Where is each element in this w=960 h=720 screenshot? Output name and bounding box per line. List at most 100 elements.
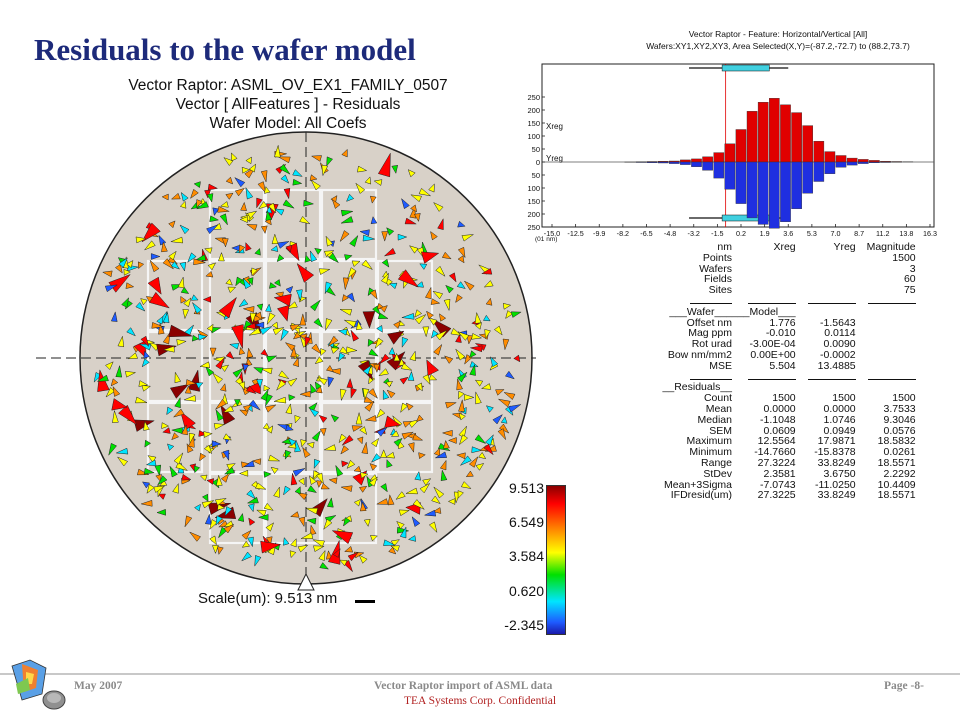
residual-vector: [316, 480, 323, 489]
stats-value: 18.5571: [877, 489, 916, 502]
residual-vector: [232, 367, 244, 378]
residual-vector: [384, 451, 395, 459]
residual-vector: [379, 353, 390, 365]
residual-vector: [456, 371, 468, 383]
residual-vector: [315, 384, 323, 394]
stats-value: -14.7660: [754, 446, 796, 459]
residual-vector: [277, 241, 290, 249]
residual-vector: [325, 318, 333, 332]
x-tick-label: 8.7: [854, 229, 864, 238]
residual-vector: [276, 379, 287, 391]
residual-vector: [362, 364, 372, 376]
y-tick-label: 250: [527, 223, 540, 232]
residual-vector: [199, 361, 211, 368]
residual-vector: [231, 324, 244, 350]
residual-vector: [223, 157, 234, 167]
residual-vector: [375, 408, 386, 419]
residual-vector: [309, 250, 318, 263]
exposure-field: [376, 259, 434, 332]
residual-vector: [242, 277, 252, 290]
residual-vector: [285, 403, 292, 415]
histogram-title: Vector Raptor - Feature: Horizontal/Vert…: [689, 29, 868, 39]
residual-vector: [326, 156, 334, 167]
xreg-bar: [835, 155, 847, 163]
histogram-bars: [624, 98, 914, 229]
residual-vector: [380, 449, 387, 458]
residual-vector: [484, 434, 494, 446]
stats-label: Rot urad: [691, 338, 732, 351]
residual-vector: [510, 311, 522, 318]
stats-value: 10.4409: [877, 478, 916, 491]
residual-vector: [239, 216, 248, 223]
residual-vector: [235, 276, 243, 287]
residual-vector: [202, 296, 211, 303]
residual-vector: [459, 455, 472, 467]
residual-vector: [410, 204, 418, 213]
residual-vector: [302, 446, 311, 458]
stats-label: Range: [701, 456, 732, 469]
residual-vector: [252, 367, 264, 374]
residual-vector: [249, 312, 257, 325]
residual-vector: [485, 297, 493, 306]
residual-vector: [383, 247, 396, 257]
stats-label: Wafers: [699, 262, 732, 275]
residual-vector: [353, 498, 361, 507]
stats-value: 3.6750: [823, 467, 856, 480]
residual-vector: [207, 262, 217, 271]
residual-vector: [231, 152, 238, 162]
wafer-vector-map[interactable]: [30, 130, 550, 600]
residual-vector: [238, 298, 249, 308]
stats-value: 1500: [892, 251, 916, 264]
residual-vector: [213, 423, 226, 430]
top-range-marker: [689, 64, 789, 72]
residual-vector: [179, 224, 190, 235]
yreg-bar: [813, 161, 825, 182]
yreg-bar: [713, 161, 725, 179]
stats-value: 0.0000: [823, 402, 856, 415]
residual-vector: [480, 383, 492, 390]
stats-value: 0.0261: [883, 446, 916, 459]
residual-vector: [332, 548, 341, 558]
residual-vector: [315, 472, 324, 485]
residual-vector: [483, 280, 494, 288]
residual-vector: [254, 555, 262, 567]
residual-vector: [174, 371, 182, 384]
residual-vector: [340, 209, 354, 217]
residual-vector: [157, 493, 166, 500]
residual-vector: [290, 538, 297, 548]
stats-header: Xreg: [773, 241, 796, 253]
yreg-bar: [735, 161, 747, 204]
residual-vector: [156, 315, 164, 325]
residual-vector: [430, 329, 439, 339]
residual-vector: [298, 516, 305, 528]
colorbar-tick: 3.584: [508, 548, 544, 564]
residual-vector: [326, 497, 334, 508]
xreg-bar: [780, 104, 791, 163]
residual-vector: [320, 348, 327, 357]
stats-label: Points: [702, 251, 732, 264]
wafer-map-header: Vector Raptor: ASML_OV_EX1_FAMILY_0507 V…: [98, 76, 478, 133]
yreg-bar: [824, 161, 836, 174]
residual-vector: [355, 411, 363, 425]
residual-vector: [399, 526, 407, 539]
exposure-field: [320, 401, 378, 474]
residual-vector: [260, 348, 269, 357]
residual-histogram[interactable]: Vector Raptor - Feature: Horizontal/Vert…: [508, 28, 938, 244]
stats-value: 13.4885: [817, 359, 856, 372]
residual-vector: [469, 350, 477, 359]
residual-vector: [339, 309, 353, 316]
residual-vector: [412, 433, 424, 441]
residual-vector: [143, 350, 150, 359]
wafer-map-subtitle: Vector [ AllFeatures ] - Residuals: [175, 96, 401, 113]
residual-vector: [234, 399, 241, 407]
residual-vector: [126, 260, 134, 269]
yreg-bar: [846, 161, 858, 166]
residual-vector: [215, 474, 223, 486]
residual-vector: [110, 311, 118, 322]
residual-vector: [220, 473, 230, 483]
residual-vector: [324, 281, 333, 295]
residual-vector: [296, 262, 315, 283]
residual-vector: [358, 554, 368, 564]
residual-vector: [340, 485, 353, 492]
residual-vector: [234, 176, 246, 188]
